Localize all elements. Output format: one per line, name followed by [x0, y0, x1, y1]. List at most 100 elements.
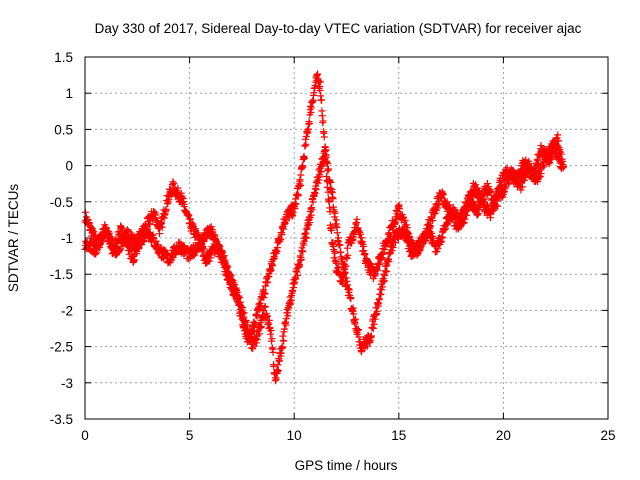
- data-point: [169, 178, 177, 186]
- data-point: [158, 223, 166, 231]
- data-point: [386, 231, 394, 239]
- data-point: [463, 207, 471, 215]
- data-point: [343, 244, 351, 252]
- x-axis-label: GPS time / hours: [295, 458, 398, 473]
- data-point: [469, 198, 477, 206]
- y-axis-label: SDTVAR / TECUs: [6, 184, 21, 293]
- data-point: [240, 309, 248, 317]
- data-point: [326, 178, 334, 186]
- data-point: [435, 200, 443, 208]
- data-point: [292, 200, 300, 208]
- data-point: [434, 204, 442, 212]
- data-point: [252, 339, 260, 347]
- data-point: [332, 258, 340, 266]
- data-point: [494, 202, 502, 210]
- data-point: [428, 229, 436, 237]
- data-point: [528, 163, 536, 171]
- data-point: [358, 238, 366, 245]
- data-point: [460, 218, 468, 226]
- data-point: [474, 211, 482, 219]
- data-point: [320, 147, 328, 155]
- data-point: [398, 225, 406, 233]
- data-point: [556, 150, 564, 158]
- y-tick-label: -1: [61, 231, 73, 246]
- chart-title: Day 330 of 2017, Sidereal Day-to-day VTE…: [95, 21, 582, 36]
- x-tick-label: 0: [81, 428, 89, 443]
- data-point: [536, 173, 544, 181]
- data-point: [367, 332, 375, 340]
- data-point: [109, 236, 117, 244]
- data-point: [330, 246, 338, 254]
- y-tick-label: 1.5: [54, 50, 73, 65]
- y-tick-label: -0.5: [50, 195, 73, 210]
- data-point: [473, 210, 481, 218]
- data-point: [223, 261, 231, 269]
- data-points: [81, 70, 568, 385]
- data-point: [289, 208, 297, 216]
- data-point: [405, 238, 413, 246]
- data-point: [300, 154, 308, 162]
- data-point: [257, 324, 265, 332]
- data-point: [550, 136, 558, 144]
- data-point: [224, 263, 232, 271]
- y-tick-label: 1: [65, 86, 73, 101]
- data-point: [239, 304, 247, 312]
- data-point: [307, 102, 315, 110]
- data-point: [145, 220, 153, 228]
- data-point: [378, 283, 386, 291]
- data-point: [544, 154, 552, 162]
- data-point: [119, 242, 127, 250]
- data-point: [263, 312, 271, 320]
- data-point: [279, 225, 287, 233]
- data-point: [518, 183, 526, 191]
- data-point: [269, 348, 277, 356]
- data-point: [308, 206, 316, 214]
- data-point: [292, 275, 300, 283]
- data-point: [162, 205, 170, 213]
- data-point: [267, 266, 275, 274]
- data-point: [275, 357, 283, 365]
- data-point: [216, 243, 224, 251]
- data-point: [377, 290, 385, 298]
- data-point: [358, 348, 366, 356]
- data-point: [156, 230, 164, 238]
- data-point: [318, 163, 326, 171]
- data-point: [302, 234, 310, 242]
- data-point: [220, 252, 228, 260]
- data-point: [331, 209, 339, 217]
- data-point: [418, 242, 426, 250]
- data-point: [174, 184, 182, 192]
- data-point: [265, 316, 273, 324]
- data-point: [429, 217, 437, 225]
- data-point: [478, 196, 486, 204]
- data-point: [340, 260, 348, 268]
- data-point: [509, 167, 517, 175]
- data-point: [307, 211, 315, 219]
- data-point: [301, 142, 309, 150]
- data-point: [258, 323, 266, 331]
- data-point: [284, 312, 292, 320]
- data-point: [558, 165, 566, 173]
- data-point: [294, 192, 302, 200]
- data-point: [525, 157, 533, 165]
- data-point: [207, 223, 215, 231]
- data-point: [315, 77, 323, 85]
- data-point: [294, 271, 302, 279]
- data-point: [89, 227, 97, 235]
- data-point: [446, 217, 454, 225]
- data-point: [299, 248, 307, 256]
- data-point: [242, 317, 250, 325]
- data-point: [274, 367, 282, 375]
- data-point: [319, 117, 327, 125]
- data-point: [186, 215, 194, 223]
- data-point: [420, 237, 428, 245]
- y-tick-label: 0: [65, 159, 73, 174]
- data-point: [372, 311, 380, 319]
- data-point: [325, 165, 333, 173]
- data-point: [274, 366, 282, 374]
- data-point: [534, 157, 542, 165]
- data-point: [289, 284, 297, 292]
- data-point: [154, 217, 162, 225]
- data-point: [466, 194, 474, 202]
- data-point: [152, 237, 160, 245]
